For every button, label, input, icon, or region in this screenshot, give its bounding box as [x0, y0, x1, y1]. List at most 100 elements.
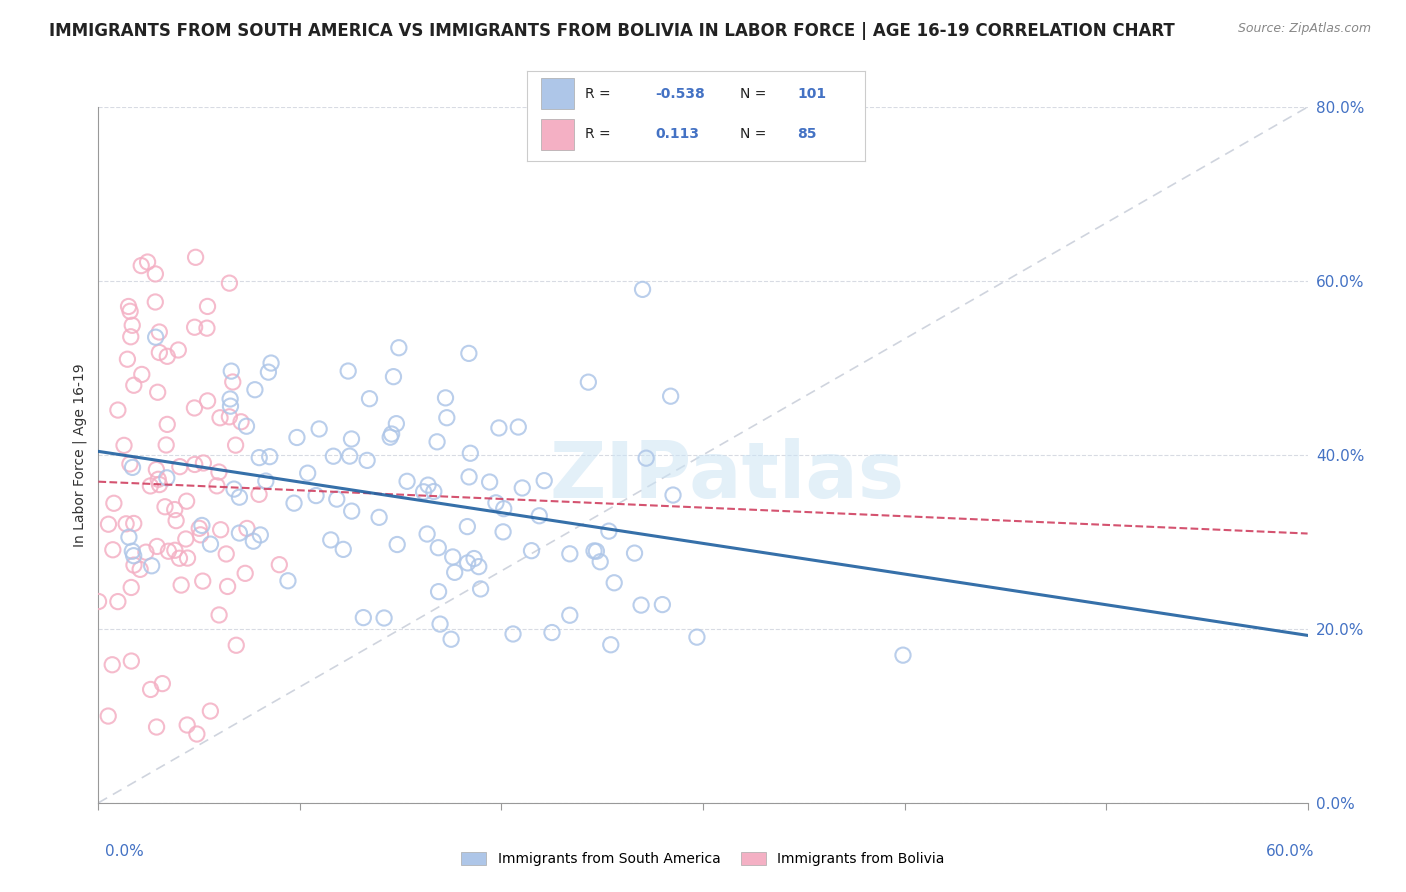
Point	[195, 321, 218, 335]
Point	[352, 610, 374, 624]
Point	[184, 250, 207, 264]
Point	[582, 544, 605, 558]
Point	[148, 325, 170, 339]
Text: R =: R =	[585, 127, 610, 141]
Point	[558, 547, 581, 561]
Point	[305, 489, 328, 503]
Point	[260, 356, 283, 370]
Point	[488, 421, 510, 435]
Point	[103, 496, 125, 510]
Point	[598, 524, 620, 538]
Point	[510, 481, 533, 495]
Point	[101, 542, 124, 557]
Point	[186, 727, 208, 741]
Point	[380, 430, 402, 444]
Point	[146, 540, 169, 554]
Point	[122, 516, 145, 531]
Point	[208, 465, 231, 479]
Point	[136, 255, 159, 269]
Point	[183, 458, 205, 472]
Point	[427, 584, 450, 599]
Point	[359, 392, 381, 406]
Point	[457, 556, 479, 570]
Point	[209, 523, 232, 537]
Point	[122, 549, 145, 563]
Point	[277, 574, 299, 588]
Point	[247, 450, 270, 465]
Point	[636, 451, 658, 466]
Point	[219, 364, 242, 378]
Point	[145, 330, 167, 344]
Point	[176, 718, 198, 732]
Point	[121, 544, 143, 558]
Point	[167, 343, 190, 357]
Point	[243, 383, 266, 397]
Point	[145, 267, 167, 281]
Point	[485, 496, 508, 510]
Point	[135, 545, 157, 559]
Point	[630, 598, 652, 612]
Point	[254, 474, 277, 488]
Point	[200, 704, 222, 718]
Point	[225, 638, 247, 652]
Point	[120, 330, 142, 344]
Point	[165, 514, 187, 528]
Point	[416, 478, 439, 492]
Point	[118, 530, 141, 544]
Point	[458, 470, 481, 484]
Point	[492, 524, 515, 539]
Point	[228, 490, 250, 504]
Point	[427, 541, 450, 555]
Text: N =: N =	[740, 87, 766, 101]
Point	[340, 432, 363, 446]
Point	[382, 369, 405, 384]
Point	[235, 419, 257, 434]
Text: 0.113: 0.113	[655, 127, 699, 141]
Point	[120, 654, 142, 668]
Point	[174, 532, 197, 546]
Point	[148, 345, 170, 359]
FancyBboxPatch shape	[541, 119, 575, 150]
Point	[222, 375, 245, 389]
Point	[157, 544, 180, 558]
Point	[623, 546, 645, 560]
Point	[225, 438, 247, 452]
Point	[533, 474, 555, 488]
Point	[183, 320, 205, 334]
Point	[208, 410, 231, 425]
Point	[183, 401, 205, 415]
Point	[218, 276, 240, 290]
Point	[385, 417, 408, 431]
Point	[385, 537, 408, 551]
Point	[463, 551, 485, 566]
Point	[228, 526, 250, 541]
Point	[297, 466, 319, 480]
Point	[340, 504, 363, 518]
Text: 60.0%: 60.0%	[1267, 845, 1315, 859]
Point	[117, 300, 139, 314]
Point	[129, 259, 152, 273]
Point	[257, 365, 280, 379]
Point	[190, 528, 212, 542]
Point	[891, 648, 914, 662]
Point	[283, 496, 305, 510]
Point	[112, 438, 135, 452]
Point	[208, 607, 231, 622]
Point	[169, 459, 191, 474]
Point	[492, 501, 515, 516]
Point	[337, 364, 360, 378]
Point	[233, 566, 256, 581]
Point	[115, 516, 138, 531]
Point	[247, 487, 270, 501]
Y-axis label: In Labor Force | Age 16-19: In Labor Force | Age 16-19	[72, 363, 87, 547]
Point	[193, 456, 215, 470]
Point	[631, 282, 654, 296]
Point	[412, 484, 434, 499]
Point	[222, 482, 245, 496]
Point	[456, 519, 478, 533]
Point	[218, 409, 240, 424]
Point	[197, 393, 219, 408]
Point	[558, 608, 581, 623]
Point	[191, 574, 214, 588]
Point	[87, 594, 110, 608]
